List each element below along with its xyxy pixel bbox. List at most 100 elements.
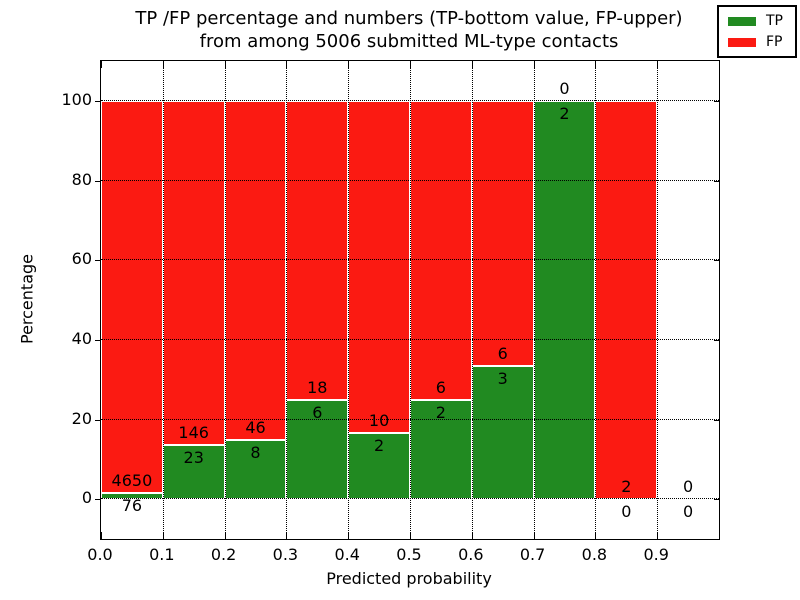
- tp-bar-segment: [348, 432, 410, 500]
- fp-bar-segment: [471, 100, 534, 367]
- x-tick-mark-top: [533, 61, 535, 68]
- tp-bar-segment: [471, 366, 534, 500]
- y-tick-label: 40: [71, 328, 92, 348]
- x-tick-mark: [533, 532, 535, 539]
- tp-bar-segment: [286, 399, 349, 500]
- fp-bar-segment: [224, 100, 287, 441]
- y-tick-mark: [95, 339, 100, 341]
- fp-bar-segment: [595, 100, 658, 500]
- tp-count-label: 0: [621, 502, 632, 522]
- x-tick-label: 0.4: [334, 545, 360, 564]
- x-tick-label: 0.9: [643, 545, 669, 564]
- tp-count-label: 23: [183, 447, 204, 467]
- x-tick-mark-top: [719, 61, 720, 68]
- x-tick-mark-top: [410, 61, 411, 68]
- x-tick-mark-top: [657, 61, 659, 68]
- x-gridline: [224, 61, 226, 539]
- fp-count-label: 0: [559, 78, 570, 98]
- x-tick-mark-top: [286, 61, 288, 68]
- x-tick-mark-top: [471, 61, 473, 68]
- fp-bar-segment: [101, 100, 163, 493]
- y-tick-mark: [95, 180, 100, 182]
- plot-area: 4650 76 146 23 46 8 18 6 10 2 6 2 6 3 0 2 2 0 0 0: [95, 60, 720, 540]
- y-tick-mark: [95, 419, 100, 421]
- x-tick-mark: [162, 532, 164, 539]
- fp-count-label: 10: [368, 410, 390, 430]
- tp-count-label: 76: [121, 495, 143, 515]
- x-tick-mark: [101, 532, 102, 539]
- fp-bar-segment: [410, 100, 472, 400]
- chart-title: TP /FP percentage and numbers (TP-bottom…: [100, 7, 718, 53]
- y-tick-label: 80: [71, 169, 92, 189]
- y-tick-mark-right: [714, 419, 719, 421]
- x-tick-mark: [657, 532, 659, 539]
- legend-swatch-tp: [728, 16, 756, 26]
- x-tick-mark: [471, 532, 473, 539]
- y-tick-label: 100: [61, 89, 92, 109]
- x-tick-label: 0.3: [272, 545, 299, 564]
- x-gridline: [162, 61, 164, 539]
- y-tick-mark: [95, 260, 100, 262]
- x-tick-mark-top: [162, 61, 164, 68]
- x-tick-mark-top: [101, 61, 102, 68]
- x-gridline: [657, 61, 659, 539]
- fp-bar-segment: [162, 100, 225, 445]
- tp-count-label: 2: [559, 103, 570, 123]
- fp-bar-segment: [348, 100, 410, 433]
- x-tick-label: 0.5: [396, 545, 422, 564]
- y-tick-mark: [95, 100, 100, 102]
- y-tick-label: 0: [81, 488, 92, 508]
- y-tick-label: 20: [71, 408, 92, 428]
- legend-item-tp: TP: [728, 14, 783, 28]
- x-gridline: [471, 61, 473, 539]
- fp-count-label: 46: [245, 418, 266, 438]
- y-tick-labels: 0 20 40 60 80 100: [0, 60, 92, 538]
- fp-count-label: 6: [435, 377, 446, 397]
- legend-label: TP: [766, 13, 783, 29]
- tp-count-label: 0: [682, 502, 694, 522]
- x-tick-mark-top: [224, 61, 226, 68]
- y-tick-mark-right: [714, 100, 719, 102]
- x-tick-mark: [410, 532, 411, 539]
- x-tick-label: 0.7: [519, 545, 546, 564]
- fp-count-label: 0: [682, 477, 694, 497]
- fp-count-label: 146: [178, 422, 209, 442]
- y-tick-mark-right: [714, 499, 719, 501]
- legend-swatch-fp: [728, 37, 756, 47]
- y-tick-label: 60: [71, 249, 92, 269]
- x-tick-label: 0.8: [581, 545, 608, 564]
- fp-count-label: 2: [621, 477, 632, 497]
- x-axis-label: Predicted probability: [326, 569, 492, 588]
- fp-count-label: 18: [307, 377, 328, 397]
- fp-count-label: 4650: [111, 470, 153, 490]
- y-tick-mark-right: [714, 339, 719, 341]
- tp-count-label: 3: [497, 369, 508, 389]
- tp-count-label: 2: [435, 402, 446, 422]
- x-gridline: [595, 61, 597, 539]
- x-gridline: [286, 61, 288, 539]
- x-tick-mark: [719, 532, 720, 539]
- x-tick-labels: 0.0 0.1 0.2 0.3 0.4 0.5 0.6 0.7 0.8 0.9: [87, 545, 718, 565]
- x-tick-label: 0.2: [210, 545, 237, 564]
- tp-count-label: 8: [250, 443, 261, 463]
- x-tick-label: 0.0: [87, 545, 113, 564]
- fp-count-label: 6: [497, 344, 508, 364]
- legend-label: FP: [766, 34, 783, 50]
- x-tick-label: 0.1: [149, 545, 175, 564]
- x-gridline: [410, 61, 411, 539]
- x-tick-mark: [224, 532, 226, 539]
- tp-count-label: 2: [373, 435, 385, 455]
- legend: TP FP: [717, 5, 797, 58]
- fp-bar-segment: [286, 100, 349, 400]
- legend-item-fp: FP: [728, 35, 783, 49]
- x-gridline: [348, 61, 350, 539]
- y-tick-mark-right: [714, 260, 719, 262]
- y-tick-mark: [95, 499, 100, 501]
- x-tick-mark: [348, 532, 350, 539]
- x-tick-mark-top: [348, 61, 350, 68]
- tp-count-label: 6: [312, 402, 323, 422]
- x-tick-mark: [595, 532, 597, 539]
- x-tick-label: 0.6: [458, 545, 484, 564]
- tp-bar-segment: [533, 100, 596, 500]
